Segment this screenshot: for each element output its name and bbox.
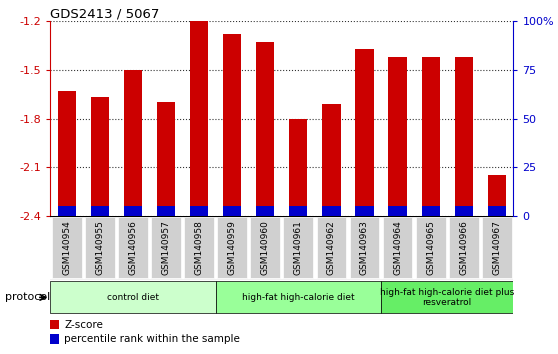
Text: protocol: protocol: [5, 292, 50, 302]
Text: percentile rank within the sample: percentile rank within the sample: [64, 334, 240, 344]
Bar: [455, 206, 473, 216]
Text: high-fat high-calorie diet plus
resveratrol: high-fat high-calorie diet plus resverat…: [380, 288, 514, 307]
FancyBboxPatch shape: [251, 217, 280, 278]
Bar: [355, 49, 374, 216]
Text: GSM140962: GSM140962: [327, 221, 336, 275]
Bar: [57, 206, 76, 216]
Text: GSM140965: GSM140965: [426, 220, 435, 275]
Text: GSM140957: GSM140957: [161, 220, 171, 275]
Bar: [157, 206, 175, 216]
FancyBboxPatch shape: [350, 217, 379, 278]
Bar: [256, 42, 275, 216]
FancyBboxPatch shape: [52, 217, 81, 278]
Bar: [421, 57, 440, 216]
FancyBboxPatch shape: [381, 281, 513, 313]
FancyBboxPatch shape: [449, 217, 479, 278]
Bar: [289, 119, 307, 216]
Text: GSM140958: GSM140958: [195, 220, 204, 275]
Bar: [91, 206, 109, 216]
Text: GSM140961: GSM140961: [294, 220, 303, 275]
FancyBboxPatch shape: [85, 217, 115, 278]
Bar: [256, 206, 275, 216]
Bar: [355, 206, 374, 216]
Bar: [124, 70, 142, 216]
Bar: [223, 206, 241, 216]
Bar: [421, 206, 440, 216]
Bar: [190, 206, 208, 216]
FancyBboxPatch shape: [215, 281, 381, 313]
Text: GSM140967: GSM140967: [492, 220, 501, 275]
FancyBboxPatch shape: [151, 217, 181, 278]
Bar: [50, 334, 59, 344]
Bar: [323, 104, 340, 216]
Bar: [157, 102, 175, 216]
FancyBboxPatch shape: [482, 217, 512, 278]
Bar: [488, 206, 506, 216]
Bar: [91, 97, 109, 216]
Bar: [50, 320, 59, 329]
Text: GSM140966: GSM140966: [459, 220, 468, 275]
Bar: [455, 57, 473, 216]
Text: GSM140960: GSM140960: [261, 220, 270, 275]
FancyBboxPatch shape: [416, 217, 445, 278]
Bar: [388, 57, 407, 216]
Text: GSM140955: GSM140955: [95, 220, 104, 275]
FancyBboxPatch shape: [383, 217, 412, 278]
FancyBboxPatch shape: [118, 217, 148, 278]
Bar: [488, 175, 506, 216]
Bar: [57, 91, 76, 216]
FancyBboxPatch shape: [184, 217, 214, 278]
Text: high-fat high-calorie diet: high-fat high-calorie diet: [242, 293, 355, 302]
Bar: [223, 34, 241, 216]
Text: Z-score: Z-score: [64, 320, 103, 330]
Text: GSM140954: GSM140954: [62, 221, 71, 275]
Bar: [323, 206, 340, 216]
Bar: [190, 21, 208, 216]
Text: control diet: control diet: [107, 293, 159, 302]
Text: GSM140956: GSM140956: [128, 220, 137, 275]
Text: GSM140963: GSM140963: [360, 220, 369, 275]
Text: GSM140964: GSM140964: [393, 221, 402, 275]
Bar: [124, 206, 142, 216]
Text: GSM140959: GSM140959: [228, 220, 237, 275]
FancyBboxPatch shape: [316, 217, 347, 278]
FancyBboxPatch shape: [283, 217, 313, 278]
Bar: [388, 206, 407, 216]
FancyBboxPatch shape: [50, 281, 215, 313]
Text: GDS2413 / 5067: GDS2413 / 5067: [50, 7, 160, 20]
Bar: [289, 206, 307, 216]
FancyBboxPatch shape: [217, 217, 247, 278]
